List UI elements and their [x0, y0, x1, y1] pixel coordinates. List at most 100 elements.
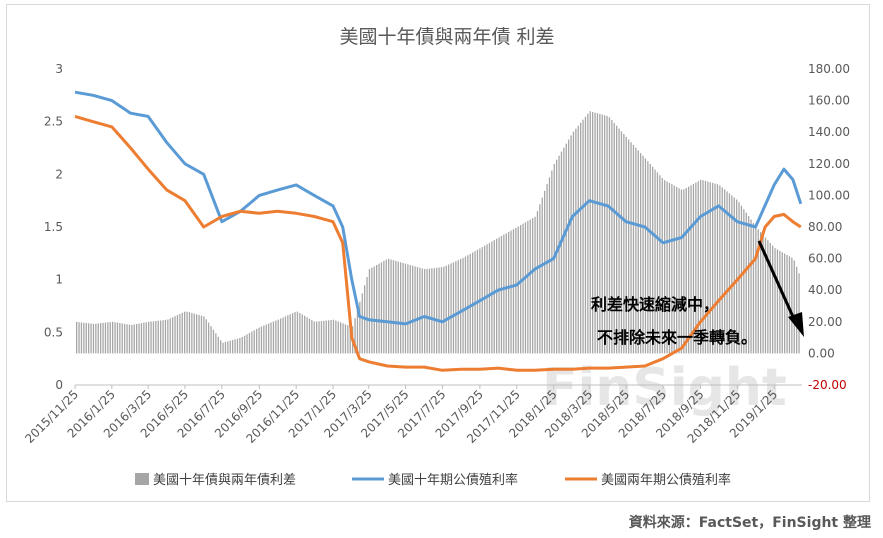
spread-bar [532, 218, 534, 354]
right-axis-tick: -20.00 [808, 378, 847, 392]
spread-bar [78, 322, 80, 354]
spread-bar [652, 166, 654, 354]
spread-bar [467, 255, 469, 354]
spread-bar [623, 134, 625, 354]
source-note: 資料來源：FactSet，FinSight 整理 [628, 515, 871, 531]
spread-bar [683, 189, 685, 354]
spread-bar [340, 322, 342, 354]
spread-bar [126, 324, 128, 354]
spread-bar [95, 323, 97, 354]
spread-bar [666, 181, 668, 354]
spread-bar [587, 113, 589, 354]
spread-bar [97, 323, 99, 354]
spread-bar [301, 314, 303, 354]
right-axis-tick: 120.00 [808, 157, 850, 171]
spread-bar [620, 131, 623, 354]
spread-bar [102, 322, 104, 354]
spread-bar [275, 320, 277, 354]
ten-year-yield-line [74, 90, 803, 326]
spread-bar [500, 236, 503, 354]
spread-bar [772, 245, 774, 354]
spread-bar [119, 323, 121, 354]
spread-bar [743, 209, 745, 354]
two-year-yield-line [74, 114, 802, 372]
spread-bar [659, 175, 661, 354]
annotation-line2: 不排除未來一季轉負。 [597, 328, 757, 347]
spread-bar [217, 336, 219, 354]
spread-bar [714, 183, 716, 354]
spread-bar [510, 230, 512, 354]
spread-bar [580, 122, 582, 354]
spread-bar [520, 225, 522, 354]
spread-bar [539, 204, 541, 354]
spread-bar [368, 269, 371, 354]
spread-bar [577, 125, 579, 354]
spread-bar [496, 238, 498, 354]
spread-bar [366, 277, 368, 354]
spread-bar [294, 312, 296, 354]
spread-bar [740, 205, 743, 354]
spread-bar [248, 333, 251, 354]
spread-bar [512, 229, 515, 354]
spread-bar [592, 111, 594, 354]
spread-bar [198, 315, 200, 354]
spread-bar [354, 318, 356, 354]
left-axis-tick: 1 [55, 273, 63, 287]
spread-bar [472, 252, 474, 354]
spread-bar [107, 322, 109, 354]
spread-bar [599, 113, 601, 354]
spread-bar [460, 259, 462, 354]
chart-frame: FinSight 美國十年債與兩年債 利差 0 0.5 1 1.5 2 2.5 3 -20.0… [6, 4, 870, 502]
spread-bar [296, 311, 299, 354]
spread-bar [400, 262, 402, 354]
spread-bar [688, 186, 690, 354]
spread-bar [116, 322, 119, 354]
legend-label: 美國十年債與兩年債利差 [153, 473, 296, 488]
spread-bar [251, 331, 253, 354]
spread-bar [642, 155, 644, 354]
spread-bar [390, 259, 392, 354]
spread-bar [145, 322, 147, 354]
spread-bar [258, 327, 260, 354]
spread-bar [565, 143, 567, 354]
spread-bar [222, 342, 224, 354]
spread-bar [323, 320, 325, 354]
spread-bar [491, 241, 493, 354]
spread-bar [604, 115, 606, 354]
spread-bar [716, 184, 719, 354]
annotation-line1: 利差快速縮減中， [591, 295, 719, 314]
spread-bar [325, 320, 327, 354]
spread-bar [505, 233, 507, 354]
spread-bar [690, 185, 692, 354]
spread-bar [776, 249, 779, 354]
spread-bar [287, 315, 289, 354]
spread-bar [529, 219, 531, 354]
spread-bar [774, 248, 776, 354]
spread-bar [464, 256, 467, 354]
spread-bar [104, 322, 107, 354]
spread-bar [632, 145, 635, 354]
spread-bar [200, 315, 203, 354]
spread-bar [455, 261, 457, 354]
spread-bar [184, 311, 186, 354]
spread-bar [318, 321, 320, 354]
spread-bar [563, 147, 565, 354]
spread-bar [114, 322, 116, 354]
spread-bar [392, 260, 395, 354]
spread-bar [450, 263, 452, 354]
spread-bar [570, 135, 572, 354]
spread-bar [308, 318, 311, 354]
spread-bar [224, 342, 227, 354]
spread-bar [277, 319, 279, 354]
right-axis-tick: 140.00 [808, 125, 850, 139]
spread-bar [268, 323, 270, 354]
spread-bar [148, 321, 150, 354]
spread-bar [244, 335, 246, 354]
spread-bar [407, 264, 409, 354]
spread-bar [342, 323, 344, 354]
spread-bar [388, 258, 390, 354]
spread-bar [359, 301, 361, 354]
spread-bar [174, 316, 176, 354]
spread-bar [361, 293, 363, 354]
left-axis-tick: 0 [55, 378, 63, 392]
